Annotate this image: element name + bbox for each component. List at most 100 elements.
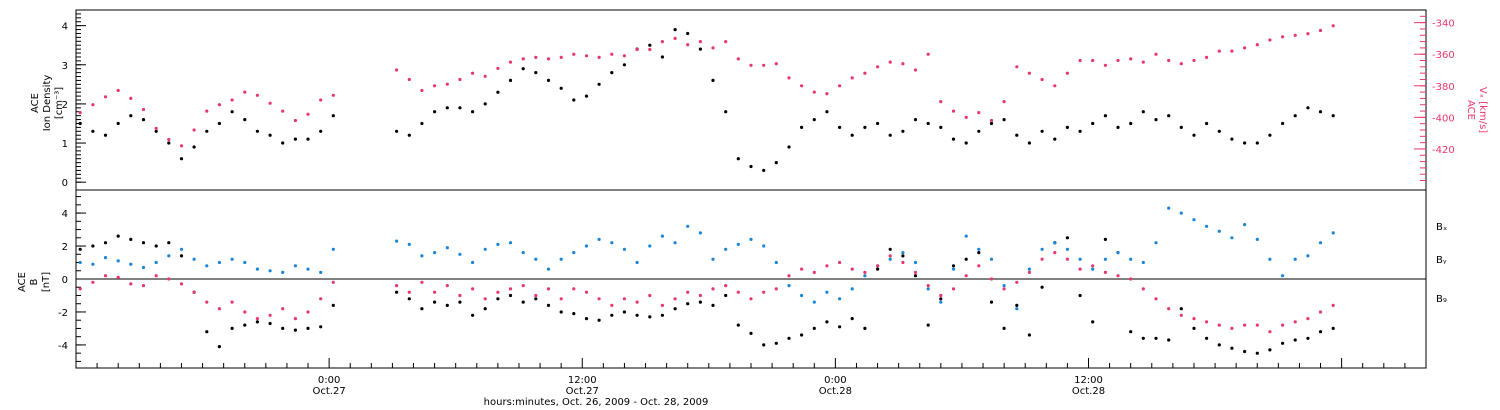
bz-point — [293, 317, 297, 321]
top-right-tick-label: -360 — [1432, 50, 1455, 61]
bx-point — [1167, 338, 1171, 342]
by-point — [1179, 211, 1183, 215]
density-point — [762, 168, 766, 172]
legend-by: Bᵧ — [1436, 255, 1447, 266]
velocity-point — [433, 84, 437, 88]
bx-point — [660, 313, 665, 317]
top-right-tick-label: -340 — [1432, 19, 1455, 30]
density-point — [825, 110, 829, 114]
bx-point — [546, 303, 551, 307]
by-point — [243, 260, 247, 265]
velocity-point — [192, 128, 196, 132]
bx-point — [496, 297, 500, 301]
velocity-point — [951, 109, 956, 113]
by-point — [1129, 257, 1133, 261]
bx-point — [1306, 336, 1310, 340]
density-point — [1255, 141, 1259, 145]
density-point — [306, 137, 310, 141]
density-point — [255, 129, 259, 133]
bx-point — [1230, 346, 1234, 350]
bx-point — [673, 307, 677, 311]
bz-point — [1281, 323, 1285, 327]
bx-point — [977, 251, 981, 255]
density-point — [711, 78, 715, 82]
by-point — [420, 254, 424, 258]
top-panel-frame — [75, 9, 1427, 191]
density-point — [939, 125, 943, 129]
bx-point — [989, 300, 994, 304]
bz-point — [154, 274, 158, 278]
bz-point — [1103, 270, 1107, 274]
bz-point — [1205, 320, 1209, 324]
density-point — [774, 161, 778, 165]
bz-point — [863, 270, 867, 274]
bz-point — [78, 287, 82, 291]
by-point — [192, 257, 196, 261]
bx-point — [711, 303, 715, 307]
density-point — [1179, 125, 1183, 129]
bx-point — [584, 317, 589, 321]
by-point — [989, 257, 994, 261]
bx-point — [167, 241, 171, 245]
bx-point — [1281, 341, 1285, 345]
bx-point — [597, 318, 601, 322]
bz-point — [205, 300, 209, 304]
bx-point — [129, 237, 133, 241]
top-ylabel-line3: [cm⁻³] — [54, 87, 65, 119]
bz-point — [1217, 323, 1221, 327]
density-point — [1141, 110, 1145, 114]
by-point — [622, 247, 627, 251]
bottom-series-points — [78, 206, 1335, 355]
by-point — [888, 257, 892, 261]
density-point — [103, 133, 108, 137]
velocity-point — [673, 36, 677, 41]
top-right-tick-label: -380 — [1432, 82, 1455, 93]
by-point — [1293, 257, 1297, 261]
density-point — [407, 133, 411, 137]
bx-point — [774, 341, 778, 345]
velocity-point — [812, 90, 816, 94]
by-point — [433, 251, 437, 255]
density-point — [433, 110, 437, 114]
density-point — [572, 98, 576, 102]
by-point — [850, 287, 854, 291]
density-point — [1230, 137, 1234, 141]
bz-point — [610, 303, 614, 307]
velocity-point — [989, 118, 994, 123]
density-point — [951, 137, 956, 141]
bx-point — [458, 300, 462, 304]
bottom-ylabel-line1: ACE — [17, 272, 28, 292]
bottom-ylabel-line2: B — [29, 278, 40, 285]
bz-point — [103, 274, 108, 278]
bx-point — [876, 267, 880, 271]
density-point — [597, 82, 601, 86]
velocity-point — [78, 111, 82, 115]
bx-point — [141, 241, 146, 245]
velocity-point — [838, 84, 842, 88]
bz-point — [1002, 287, 1006, 291]
density-point — [1331, 114, 1335, 118]
velocity-point — [1154, 52, 1158, 56]
bz-point — [1255, 323, 1259, 327]
bz-point — [1141, 287, 1145, 291]
velocity-point — [534, 55, 538, 60]
velocity-point — [1141, 60, 1145, 64]
density-point — [1243, 141, 1247, 145]
velocity-point — [736, 57, 740, 61]
bx-point — [787, 336, 791, 340]
bottom-left-tick-label: -4 — [58, 341, 68, 352]
bz-point — [483, 297, 487, 301]
bz-point — [1040, 257, 1044, 261]
bz-point — [812, 270, 816, 274]
density-point — [1217, 129, 1221, 133]
bz-point — [1091, 264, 1095, 268]
by-point — [293, 264, 297, 268]
density-point — [989, 121, 994, 126]
velocity-point — [1065, 71, 1069, 75]
bx-point — [508, 293, 513, 298]
by-point — [1243, 223, 1247, 227]
velocity-point — [926, 52, 930, 56]
density-point — [78, 121, 82, 126]
bz-point — [179, 282, 184, 286]
by-point — [230, 257, 234, 261]
